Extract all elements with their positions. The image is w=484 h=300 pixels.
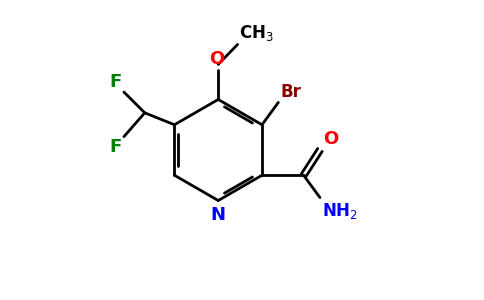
Text: F: F	[109, 138, 121, 156]
Text: NH$_2$: NH$_2$	[322, 200, 358, 220]
Text: F: F	[109, 73, 121, 91]
Text: CH$_3$: CH$_3$	[239, 23, 274, 43]
Text: Br: Br	[280, 83, 301, 101]
Text: O: O	[209, 50, 225, 68]
Text: N: N	[211, 206, 226, 224]
Text: O: O	[323, 130, 339, 148]
